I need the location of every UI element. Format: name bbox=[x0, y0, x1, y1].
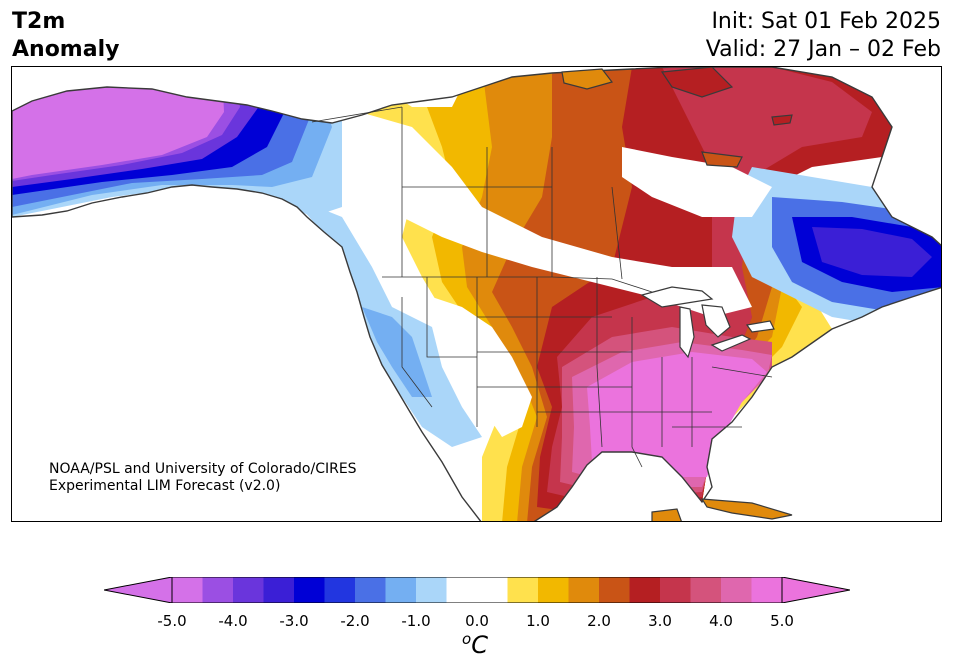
province-line-4 bbox=[611, 186, 623, 280]
colorbar-tick-label: 1.0 bbox=[526, 612, 550, 630]
colorbar-cell bbox=[751, 577, 783, 603]
valid-range: Valid: 27 Jan – 02 Feb bbox=[705, 37, 941, 62]
colorbar-cell bbox=[202, 577, 234, 603]
colorbar-cell bbox=[568, 577, 600, 603]
colorbar-cell bbox=[629, 577, 661, 603]
cold-west-coast-blue bbox=[362, 307, 432, 397]
lake-erie bbox=[710, 334, 752, 352]
colorbar-cell bbox=[538, 577, 569, 603]
anomaly-map bbox=[11, 66, 942, 522]
colorbar-tick-label: 4.0 bbox=[709, 612, 733, 630]
cold-quebec-core bbox=[812, 227, 932, 277]
island-1 bbox=[561, 68, 614, 90]
colorbar-cell bbox=[446, 577, 478, 603]
colorbar-unit: oC bbox=[462, 630, 488, 659]
arctic-islands bbox=[561, 67, 793, 521]
colorbar-right-extend bbox=[781, 577, 850, 603]
colorbar-cell bbox=[477, 577, 508, 603]
colorbar-cells bbox=[172, 577, 783, 603]
colorbar-tick-label: 2.0 bbox=[587, 612, 611, 630]
great-lakes bbox=[640, 286, 775, 359]
lake-huron bbox=[701, 304, 731, 338]
cuba bbox=[700, 498, 793, 520]
island-2 bbox=[660, 67, 734, 98]
colorbar-cell bbox=[385, 577, 417, 603]
lake-ontario bbox=[745, 320, 775, 333]
colorbar-outline bbox=[171, 577, 783, 603]
colorbar-cell bbox=[721, 577, 752, 603]
state-line-2 bbox=[426, 277, 477, 358]
state-line-9 bbox=[596, 277, 603, 448]
init-date: Init: Sat 01 Feb 2025 bbox=[711, 9, 941, 34]
neutral-labrador bbox=[622, 147, 772, 217]
lake-superior bbox=[640, 286, 714, 308]
unit-letter: C bbox=[471, 631, 488, 659]
colorbar-tick-label: -1.0 bbox=[401, 612, 431, 630]
colorbar-cell bbox=[660, 577, 691, 603]
island-3 bbox=[701, 151, 743, 168]
colorbar-cell bbox=[690, 577, 722, 603]
colorbar-tick-label: -5.0 bbox=[157, 612, 187, 630]
colorbar-cell bbox=[355, 577, 386, 603]
colorbar-tick-label: 3.0 bbox=[648, 612, 672, 630]
yucatan-patch bbox=[651, 508, 682, 521]
colorbar-left-extend bbox=[104, 577, 173, 603]
colorbar-tick-label: 0.0 bbox=[465, 612, 489, 630]
neutral-rockies bbox=[432, 297, 532, 437]
colorbar-tick-label: -4.0 bbox=[218, 612, 248, 630]
colorbar-tick-label: -3.0 bbox=[279, 612, 309, 630]
state-line-1 bbox=[401, 297, 433, 408]
cold-alaska-magenta bbox=[12, 67, 224, 179]
title-line-2: Anomaly bbox=[12, 37, 120, 62]
colorbar-cell bbox=[294, 577, 325, 603]
state-line-13 bbox=[711, 366, 773, 378]
colorbar-cell bbox=[233, 577, 264, 603]
credit-line-1: NOAA/PSL and University of Colorado/CIRE… bbox=[49, 461, 357, 477]
political-borders bbox=[311, 106, 773, 468]
neutral-canada bbox=[342, 107, 752, 317]
province-line-6 bbox=[311, 106, 403, 123]
forecast-dates: Init: Sat 01 Feb 2025 Valid: 27 Jan – 02… bbox=[706, 8, 941, 64]
credit-text: NOAA/PSL and University of Colorado/CIRE… bbox=[49, 461, 357, 495]
colorbar bbox=[104, 577, 850, 603]
colorbar-cell bbox=[324, 577, 356, 603]
lake-michigan bbox=[679, 306, 695, 359]
colorbar-cell bbox=[172, 577, 203, 603]
colorbar-ticks: -5.0 -4.0 -3.0 -2.0 -1.0 0.0 1.0 2.0 3.0 4.0 5.0 bbox=[0, 612, 954, 630]
map-title: T2m Anomaly bbox=[12, 8, 119, 64]
colorbar-cell bbox=[416, 577, 447, 603]
colorbar-cell bbox=[263, 577, 295, 603]
colorbar-tick-label: -2.0 bbox=[340, 612, 370, 630]
unit-degree: o bbox=[462, 630, 472, 648]
colorbar-cell bbox=[507, 577, 539, 603]
colorbar-tick-label: 5.0 bbox=[770, 612, 794, 630]
map-canvas bbox=[12, 67, 941, 521]
island-4 bbox=[771, 114, 793, 126]
title-line-1: T2m bbox=[12, 9, 66, 34]
credit-line-2: Experimental LIM Forecast (v2.0) bbox=[49, 478, 281, 494]
state-line-10 bbox=[631, 317, 643, 468]
colorbar-cell bbox=[599, 577, 630, 603]
